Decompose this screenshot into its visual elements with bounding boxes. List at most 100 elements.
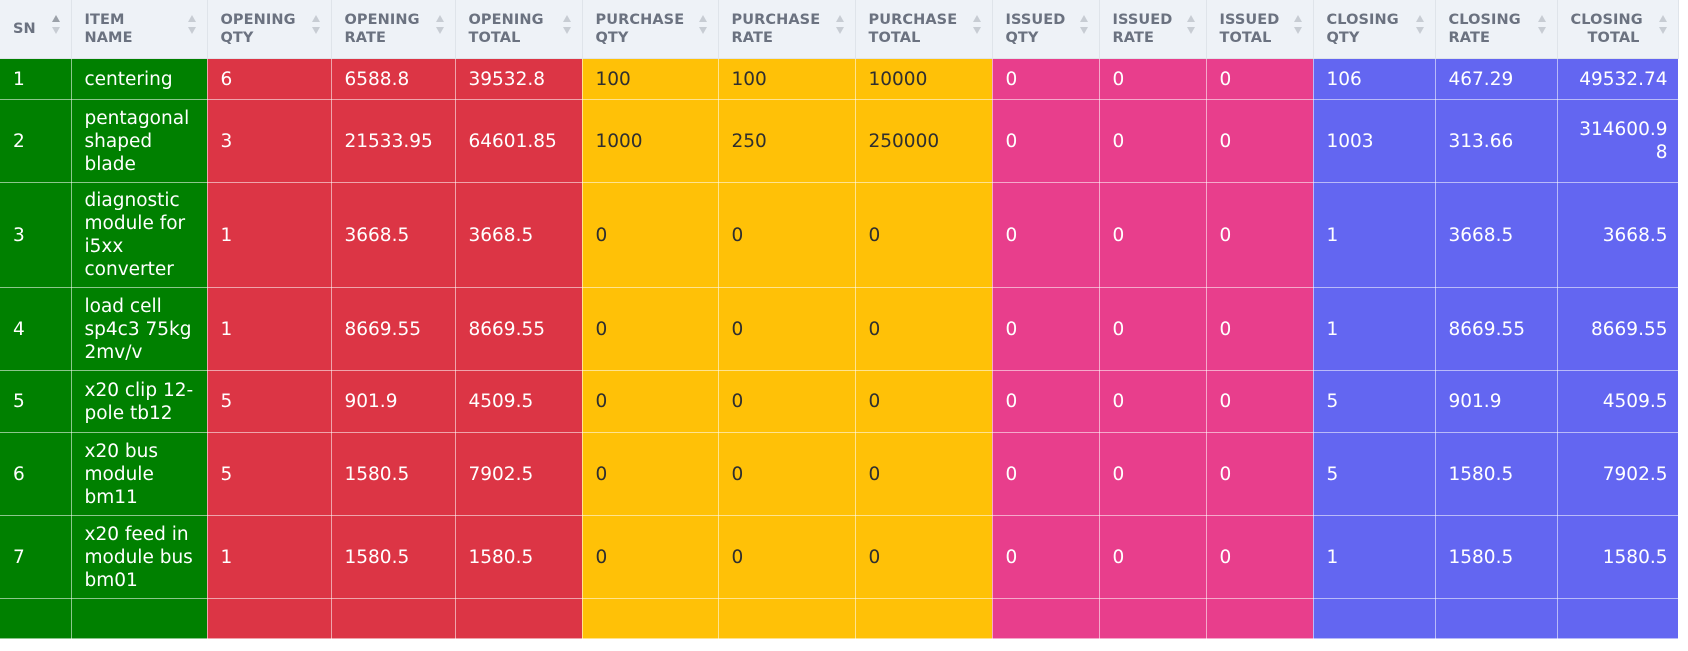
sort-icon[interactable] <box>1537 15 1546 37</box>
sort-descending-icon <box>1293 27 1302 34</box>
cell-issued-total <box>1206 598 1314 639</box>
cell-closing-total <box>1557 598 1679 639</box>
column-header-purchase-total[interactable]: PURCHASE TOTAL <box>855 0 993 59</box>
sort-icon[interactable] <box>311 15 320 37</box>
sort-icon[interactable] <box>698 15 707 37</box>
column-header-opening-total[interactable]: OPENING TOTAL <box>455 0 583 59</box>
sort-descending-icon <box>835 27 844 34</box>
cell-opening-qty: 5 <box>207 370 332 433</box>
table-row[interactable]: 5 x20 clip 12-pole tb12 5 901.9 4509.5 0 0 0 0 0 0… <box>0 370 1679 433</box>
cell-item-name: x20 feed in module bus bm01 <box>71 515 208 599</box>
sort-descending-icon <box>1658 27 1667 34</box>
sort-descending-icon <box>1079 27 1088 34</box>
sort-ascending-icon <box>1658 15 1667 22</box>
cell-purchase-total: 0 <box>855 287 993 371</box>
sort-ascending-icon <box>562 15 571 22</box>
sort-ascending-icon <box>1537 15 1546 22</box>
sort-icon[interactable] <box>835 15 844 37</box>
cell-issued-rate: 0 <box>1099 370 1207 433</box>
column-header-sn[interactable]: SN <box>0 0 72 59</box>
cell-purchase-rate <box>718 598 856 639</box>
cell-purchase-total <box>855 598 993 639</box>
cell-closing-qty: 1 <box>1313 287 1436 371</box>
cell-opening-rate: 8669.55 <box>331 287 456 371</box>
sort-descending-icon <box>1186 27 1195 34</box>
cell-closing-rate: 8669.55 <box>1435 287 1558 371</box>
column-header-item-name[interactable]: ITEM NAME <box>71 0 208 59</box>
sort-icon[interactable] <box>435 15 444 37</box>
cell-closing-total: 3668.5 <box>1557 182 1679 288</box>
cell-closing-rate: 901.9 <box>1435 370 1558 433</box>
column-header-purchase-rate[interactable]: PURCHASE RATE <box>718 0 856 59</box>
cell-opening-total: 7902.5 <box>455 432 583 516</box>
cell-item-name: x20 bus module bm11 <box>71 432 208 516</box>
sort-icon[interactable] <box>972 15 981 37</box>
cell-purchase-rate: 100 <box>718 58 856 100</box>
table-row[interactable]: 4 load cell sp4c3 75kg 2mv/v 1 8669.55 8669.… <box>0 287 1679 371</box>
sort-icon[interactable] <box>187 15 196 37</box>
cell-closing-total: 314600.98 <box>1557 99 1679 183</box>
column-header-label: ISSUED <box>1112 12 1173 28</box>
table-row[interactable]: 3 diagnostic module for i5xx converter 1 36… <box>0 182 1679 288</box>
column-header-label: OPENING <box>344 12 420 28</box>
cell-opening-rate: 901.9 <box>331 370 456 433</box>
column-header-label: ISSUED <box>1005 12 1066 28</box>
table-row[interactable]: 2 pentagonal shaped blade 3 21533.95 64601.8… <box>0 99 1679 183</box>
sort-ascending-icon <box>835 15 844 22</box>
cell-closing-total: 1580.5 <box>1557 515 1679 599</box>
cell-opening-qty: 1 <box>207 287 332 371</box>
cell-closing-qty <box>1313 598 1436 639</box>
cell-issued-total: 0 <box>1206 287 1314 371</box>
sort-icon[interactable] <box>1079 15 1088 37</box>
column-header-closing-total[interactable]: CLOSING TOTAL <box>1557 0 1679 59</box>
sort-ascending-icon <box>1293 15 1302 22</box>
cell-purchase-qty: 0 <box>582 515 719 599</box>
stock-table: SN ITEM NAME OPENING QTY OPENING RATE OPENING TO… <box>0 0 1679 639</box>
column-header-label: RATE <box>1112 30 1154 46</box>
column-header-issued-total[interactable]: ISSUED TOTAL <box>1206 0 1314 59</box>
cell-issued-total: 0 <box>1206 182 1314 288</box>
table-row[interactable]: 7 x20 feed in module bus bm01 1 1580.5 1580.… <box>0 515 1679 599</box>
column-header-closing-rate[interactable]: CLOSING RATE <box>1435 0 1558 59</box>
sort-icon[interactable] <box>1293 15 1302 37</box>
column-header-issued-qty[interactable]: ISSUED QTY <box>992 0 1100 59</box>
cell-opening-rate: 1580.5 <box>331 515 456 599</box>
cell-closing-total: 8669.55 <box>1557 287 1679 371</box>
cell-issued-qty: 0 <box>992 515 1100 599</box>
cell-purchase-qty: 0 <box>582 370 719 433</box>
cell-closing-rate: 1580.5 <box>1435 432 1558 516</box>
sort-icon[interactable] <box>1186 15 1195 37</box>
sort-icon[interactable] <box>562 15 571 37</box>
cell-opening-qty: 1 <box>207 182 332 288</box>
sort-descending-icon <box>698 27 707 34</box>
sort-descending-icon <box>187 27 196 34</box>
header-row: SN ITEM NAME OPENING QTY OPENING RATE OPENING TO… <box>0 0 1679 59</box>
sort-ascending-icon <box>187 15 196 22</box>
cell-issued-qty: 0 <box>992 432 1100 516</box>
sort-icon[interactable] <box>51 15 60 37</box>
cell-closing-rate: 3668.5 <box>1435 182 1558 288</box>
table-row[interactable]: 6 x20 bus module bm11 5 1580.5 7902.5 0 0 0 0 0 0 5… <box>0 432 1679 516</box>
cell-opening-rate: 6588.8 <box>331 58 456 100</box>
column-header-opening-rate[interactable]: OPENING RATE <box>331 0 456 59</box>
table-row[interactable]: 1 centering 6 6588.8 39532.8 100 100 10000 0 0 0 10… <box>0 58 1679 100</box>
cell-issued-qty: 0 <box>992 287 1100 371</box>
cell-purchase-rate: 0 <box>718 515 856 599</box>
column-header-opening-qty[interactable]: OPENING QTY <box>207 0 332 59</box>
sort-descending-icon <box>435 27 444 34</box>
cell-purchase-qty: 0 <box>582 182 719 288</box>
table-row[interactable] <box>0 598 1679 639</box>
cell-sn: 1 <box>0 58 72 100</box>
sort-icon[interactable] <box>1658 15 1667 37</box>
cell-purchase-qty <box>582 598 719 639</box>
cell-issued-qty <box>992 598 1100 639</box>
sort-icon[interactable] <box>1415 15 1424 37</box>
column-header-purchase-qty[interactable]: PURCHASE QTY <box>582 0 719 59</box>
cell-opening-rate: 1580.5 <box>331 432 456 516</box>
column-header-closing-qty[interactable]: CLOSING QTY <box>1313 0 1436 59</box>
cell-purchase-qty: 0 <box>582 287 719 371</box>
column-header-issued-rate[interactable]: ISSUED RATE <box>1099 0 1207 59</box>
cell-sn: 3 <box>0 182 72 288</box>
table-body: 1 centering 6 6588.8 39532.8 100 100 10000 0 0 0 10… <box>0 58 1679 639</box>
